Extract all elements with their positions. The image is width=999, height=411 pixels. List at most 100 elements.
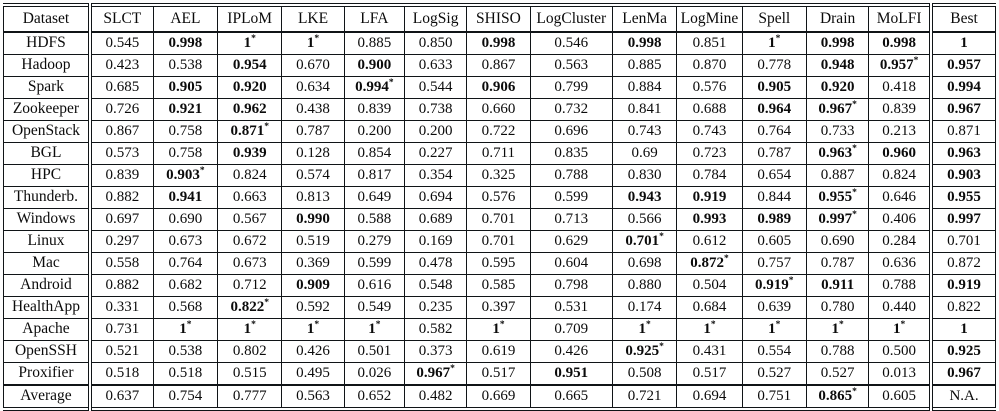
- row-label-healthapp: HealthApp: [2, 296, 91, 319]
- row-label-average: Average: [2, 384, 91, 410]
- column-header-best: Best: [929, 4, 997, 33]
- cell-windows-slct: 0.697: [87, 208, 154, 231]
- cell-spark-lke: 0.634: [281, 76, 345, 99]
- cell-proxifier-shiso: 0.517: [466, 362, 531, 386]
- significance-star: *: [775, 319, 781, 330]
- significance-star: *: [314, 33, 320, 44]
- cell-mac-lenma: 0.698: [611, 252, 678, 275]
- significance-star: *: [788, 275, 794, 286]
- cell-linux-logcluster: 0.629: [529, 230, 614, 253]
- cell-openssh-molfi: 0.500: [868, 340, 932, 363]
- cell-openstack-best: 0.871: [929, 120, 997, 143]
- cell-mac-lke: 0.369: [281, 252, 345, 275]
- cell-apache-logmine: 1*: [676, 318, 743, 341]
- cell-thunderb-logsig: 0.694: [403, 186, 468, 209]
- cell-proxifier-molfi: 0.013: [868, 362, 932, 386]
- cell-hpc-logmine: 0.784: [676, 164, 743, 187]
- cell-hdfs-ael: 0.998: [152, 31, 219, 55]
- cell-windows-shiso: 0.701: [466, 208, 531, 231]
- cell-healthapp-iplom: 0.822*: [217, 296, 283, 319]
- significance-star: *: [852, 143, 857, 154]
- significance-star: *: [646, 319, 651, 330]
- cell-spark-logcluster: 0.799: [529, 76, 614, 99]
- cell-average-iplom: 0.777: [217, 384, 283, 410]
- cell-openstack-drain: 0.733: [805, 120, 870, 143]
- cell-zookeeper-logcluster: 0.732: [529, 98, 614, 121]
- cell-spark-ael: 0.905: [152, 76, 219, 99]
- cell-windows-lenma: 0.566: [611, 208, 678, 231]
- significance-star: *: [659, 341, 664, 352]
- cell-hpc-ael: 0.903*: [152, 164, 219, 187]
- cell-windows-best: 0.997: [929, 208, 997, 231]
- cell-openssh-slct: 0.521: [87, 340, 154, 363]
- cell-mac-spell: 0.757: [741, 252, 807, 275]
- cell-healthapp-shiso: 0.397: [466, 296, 531, 319]
- cell-zookeeper-lfa: 0.839: [343, 98, 405, 121]
- cell-proxifier-lke: 0.495: [281, 362, 345, 386]
- row-label-openstack: OpenStack: [2, 120, 91, 143]
- cell-proxifier-lfa: 0.026: [343, 362, 405, 386]
- cell-windows-molfi: 0.406: [868, 208, 932, 231]
- cell-average-ael: 0.754: [152, 384, 219, 410]
- cell-android-logsig: 0.548: [403, 274, 468, 297]
- cell-mac-best: 0.872: [929, 252, 997, 275]
- average-row: Average 0.637 0.754 0.777 0.563 0.652 0.482 0.6…: [2, 384, 997, 410]
- cell-proxifier-iplom: 0.515: [217, 362, 283, 386]
- cell-zookeeper-molfi: 0.839: [868, 98, 932, 121]
- row-label-spark: Spark: [2, 76, 91, 99]
- cell-apache-lenma: 1*: [611, 318, 678, 341]
- cell-android-molfi: 0.788: [868, 274, 932, 297]
- cell-openstack-lfa: 0.200: [343, 120, 405, 143]
- cell-hadoop-logcluster: 0.563: [529, 54, 614, 77]
- cell-hpc-lenma: 0.830: [611, 164, 678, 187]
- cell-zookeeper-drain: 0.967*: [805, 98, 870, 121]
- cell-android-ael: 0.682: [152, 274, 219, 297]
- cell-average-logcluster: 0.665: [529, 384, 614, 410]
- cell-hpc-spell: 0.654: [741, 164, 807, 187]
- significance-star: *: [264, 297, 269, 308]
- cell-healthapp-logmine: 0.684: [676, 296, 743, 319]
- table-body: HDFS 0.545 0.998 1* 1* 0.885 0.850 0.998 0.546 0.…: [2, 31, 997, 410]
- cell-linux-logmine: 0.612: [676, 230, 743, 253]
- cell-spark-logsig: 0.544: [403, 76, 468, 99]
- cell-spark-drain: 0.920: [805, 76, 870, 99]
- cell-bgl-logsig: 0.227: [403, 142, 468, 165]
- cell-openssh-lfa: 0.501: [343, 340, 405, 363]
- cell-openssh-shiso: 0.619: [466, 340, 531, 363]
- cell-healthapp-lke: 0.592: [281, 296, 345, 319]
- cell-thunderb-molfi: 0.646: [868, 186, 932, 209]
- cell-spark-lfa: 0.994*: [343, 76, 405, 99]
- cell-openssh-logcluster: 0.426: [529, 340, 614, 363]
- cell-hdfs-drain: 0.998: [805, 31, 870, 55]
- cell-linux-lfa: 0.279: [343, 230, 405, 253]
- cell-hadoop-logmine: 0.870: [676, 54, 743, 77]
- significance-star: *: [251, 319, 256, 330]
- cell-zookeeper-spell: 0.964: [741, 98, 807, 121]
- row-label-thunderb: Thunderb.: [2, 186, 91, 209]
- table-row-healthapp: HealthApp 0.331 0.568 0.822* 0.592 0.549 0.235…: [2, 296, 997, 319]
- cell-openssh-lenma: 0.925*: [611, 340, 678, 363]
- cell-average-spell: 0.751: [741, 384, 807, 410]
- cell-openstack-ael: 0.758: [152, 120, 219, 143]
- cell-hpc-iplom: 0.824: [217, 164, 283, 187]
- row-label-android: Android: [2, 274, 91, 297]
- cell-hdfs-slct: 0.545: [87, 31, 154, 55]
- cell-windows-spell: 0.989: [741, 208, 807, 231]
- significance-star: *: [723, 253, 729, 264]
- significance-star: *: [499, 319, 505, 330]
- cell-hadoop-best: 0.957: [929, 54, 997, 77]
- cell-openssh-spell: 0.554: [741, 340, 807, 363]
- cell-hdfs-logsig: 0.850: [403, 31, 468, 55]
- cell-openstack-logsig: 0.200: [403, 120, 468, 143]
- cell-average-logsig: 0.482: [403, 384, 468, 410]
- cell-openstack-slct: 0.867: [87, 120, 154, 143]
- cell-hpc-lfa: 0.817: [343, 164, 405, 187]
- cell-windows-lke: 0.990: [281, 208, 345, 231]
- significance-star: *: [852, 386, 857, 397]
- cell-android-spell: 0.919*: [741, 274, 807, 297]
- row-label-hadoop: Hadoop: [2, 54, 91, 77]
- column-header-logmine: LogMine: [676, 4, 743, 33]
- table-row-linux: Linux 0.297 0.673 0.672 0.519 0.279 0.169 0.701…: [2, 230, 997, 253]
- header-row: Dataset SLCT AEL IPLoM LKE LFA LogSig SHISO LogC…: [2, 4, 997, 33]
